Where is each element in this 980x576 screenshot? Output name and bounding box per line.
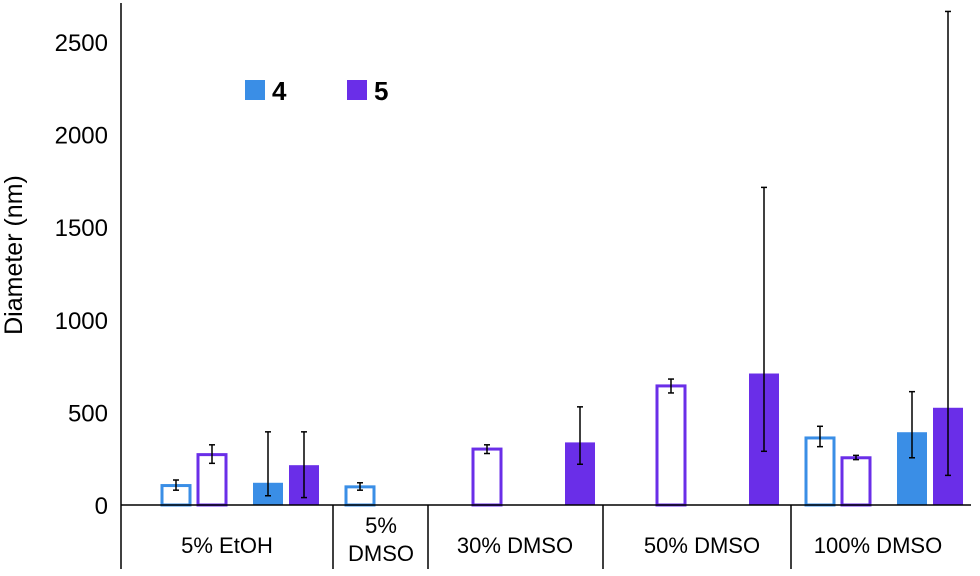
error-bar (357, 482, 363, 491)
error-bars (173, 10, 951, 499)
error-bar (853, 454, 859, 461)
error-bar (817, 425, 823, 448)
category-label: 100% DMSO (814, 533, 942, 558)
legend-swatch (245, 80, 265, 100)
x-axis (121, 504, 971, 569)
error-bar (945, 10, 951, 477)
bars (160, 373, 963, 507)
error-bar (909, 390, 915, 459)
category-label: 5% DMSO (348, 513, 414, 566)
error-bar (265, 431, 271, 497)
error-bar (173, 479, 179, 491)
y-axis-label: Diameter (nm) (0, 175, 28, 335)
error-bar (301, 431, 307, 499)
y-tick-label: 2000 (55, 123, 108, 150)
y-tick-labels: 0 500 1000 1500 2000 2500 (55, 30, 108, 520)
legend-label: 5 (374, 76, 388, 106)
y-tick-label: 500 (68, 400, 108, 427)
y-tick-label: 2500 (55, 30, 108, 57)
error-bar (577, 406, 583, 466)
bar-5-open (655, 384, 687, 507)
error-bar (761, 186, 767, 453)
error-bar (209, 444, 215, 465)
y-tick-label: 0 (95, 493, 108, 520)
y-tick-label: 1000 (55, 308, 108, 335)
legend-item-5: 5 (347, 76, 388, 106)
category-labels: 5% EtOH 5% DMSO 30% DMSO 50% DMSO 100% DMSO (181, 513, 942, 566)
category-label: 5% EtOH (181, 533, 273, 558)
legend-item-4: 4 (245, 76, 287, 106)
bar-4-open (804, 436, 836, 507)
bar-5-open (471, 447, 503, 507)
error-bar (668, 378, 674, 394)
category-label: 30% DMSO (457, 533, 573, 558)
error-bar (484, 444, 490, 455)
category-label: 50% DMSO (644, 533, 760, 558)
bar-5-open (840, 456, 872, 507)
legend-label: 4 (272, 76, 287, 106)
y-tick-label: 1500 (55, 215, 108, 242)
legend-swatch (347, 80, 367, 100)
